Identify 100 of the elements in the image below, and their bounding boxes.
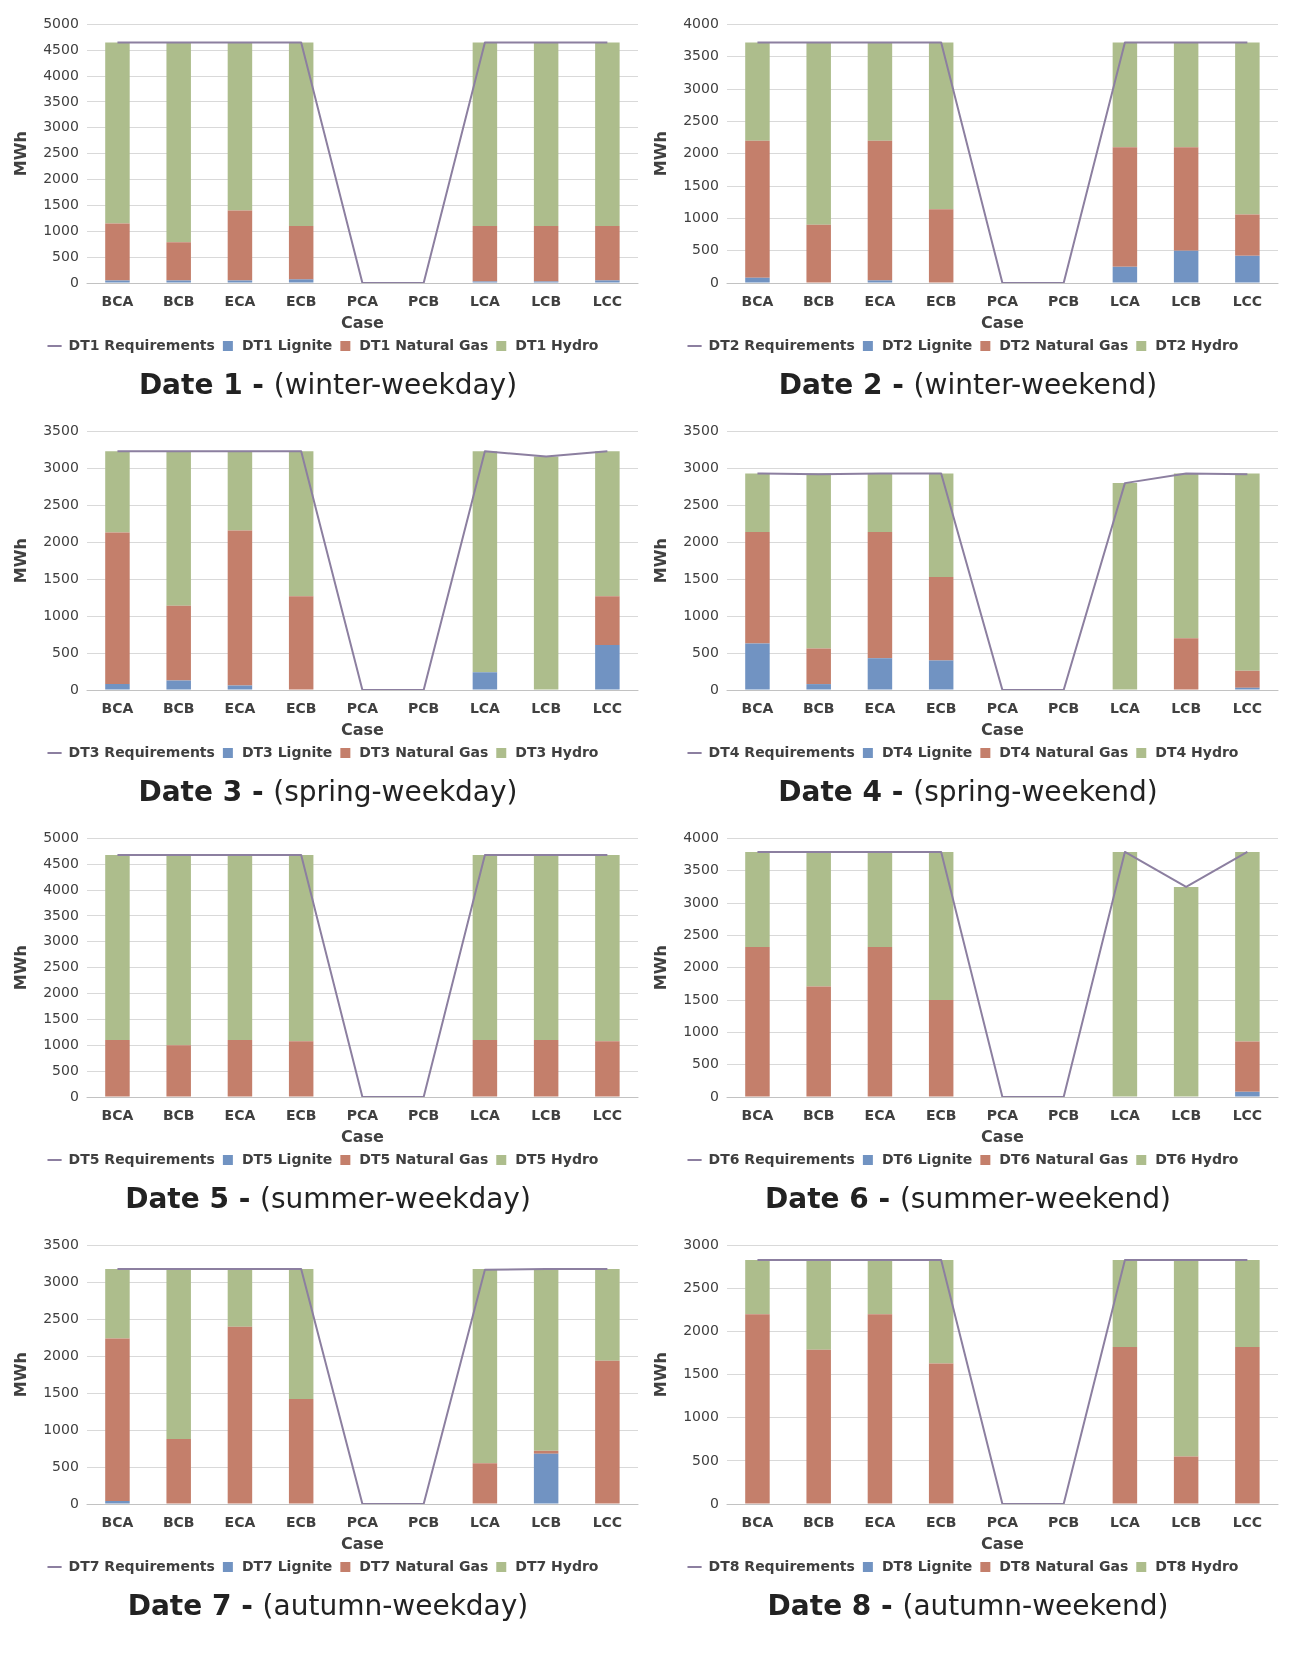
y-tick-label: 2000 [43, 532, 79, 549]
x-tick-label: PCA [346, 700, 379, 717]
y-axis-title: MWh [10, 1352, 30, 1398]
bar [1173, 886, 1199, 1097]
bar [1235, 42, 1260, 215]
y-tick-label: 500 [52, 1457, 79, 1474]
bar [745, 277, 770, 283]
text: Date 5 - (summer-weekday) [125, 1182, 531, 1215]
bar [745, 473, 770, 532]
y-tick-label: 1000 [43, 221, 79, 238]
bar [105, 280, 130, 283]
bar [1235, 670, 1260, 688]
bar [533, 42, 559, 227]
bar [867, 1260, 893, 1315]
bar [105, 1269, 130, 1339]
y-axis-title: MWh [650, 945, 670, 991]
y-tick-label: 1500 [683, 176, 719, 193]
x-tick-label: LCC [1232, 700, 1263, 717]
bar [867, 851, 893, 948]
legend-label: DT7 Hydro [515, 1557, 599, 1574]
bar [745, 1314, 770, 1504]
bar [227, 1326, 253, 1504]
y-tick-label: 1000 [43, 1035, 79, 1052]
text: Date 7 - (autumn-weekday) [127, 1589, 529, 1622]
y-tick-label: 2500 [43, 144, 79, 161]
x-tick-label: LCB [531, 700, 562, 717]
bar [288, 854, 314, 1042]
legend-label: DT5 Hydro [515, 1150, 599, 1167]
x-tick-label: LCA [1109, 1514, 1141, 1531]
bar [745, 851, 770, 948]
legend-label: DT6 Natural Gas [999, 1150, 1129, 1167]
bar [928, 42, 954, 210]
x-tick-label: PCB [408, 293, 440, 310]
bar [288, 1041, 314, 1097]
y-tick-label: 500 [692, 1055, 719, 1072]
x-tick-label: ECA [224, 1107, 256, 1124]
bar [166, 1269, 191, 1439]
bar [867, 947, 893, 1097]
bar [867, 42, 893, 141]
bar [1112, 483, 1138, 690]
bar [533, 854, 559, 1041]
y-tick-label: 1500 [43, 569, 79, 586]
text: Date 8 - (autumn-weekend) [767, 1589, 1169, 1622]
y-tick-label: 2500 [683, 112, 719, 129]
bar [867, 140, 893, 281]
bar [166, 1045, 191, 1097]
legend-label: DT6 Lignite [881, 1150, 973, 1167]
bar [745, 643, 770, 690]
y-tick-label: 4000 [43, 880, 79, 897]
bar [288, 596, 314, 690]
y-tick-label: 4000 [683, 829, 719, 846]
y-tick-label: 2000 [43, 1346, 79, 1363]
bar [745, 140, 770, 278]
bar [595, 451, 620, 597]
y-axis-title: MWh [650, 131, 670, 177]
legend-label: DT5 Lignite [241, 1150, 333, 1167]
bar [1173, 1456, 1199, 1504]
y-tick-label: 3500 [683, 861, 719, 878]
bar [227, 210, 253, 281]
bar [105, 451, 130, 533]
bar [1112, 1347, 1138, 1504]
bar [166, 42, 191, 243]
bar [745, 531, 770, 644]
bar [806, 473, 831, 649]
bar [1173, 42, 1199, 148]
bar [227, 280, 253, 283]
bar [595, 280, 620, 283]
bar [533, 1269, 559, 1451]
bar [928, 209, 954, 283]
x-tick-label: LCC [1232, 1514, 1263, 1531]
x-tick-label: LCB [1171, 1107, 1202, 1124]
x-tick-label: BCA [741, 700, 774, 717]
bar [1173, 250, 1199, 283]
y-tick-label: 1000 [683, 1408, 719, 1425]
text: Date 2 - (winter-weekend) [778, 368, 1158, 401]
y-tick-label: 3000 [683, 458, 719, 475]
x-tick-label: BCB [802, 293, 835, 310]
x-tick-label: LCA [1109, 700, 1141, 717]
bar [595, 854, 620, 1042]
y-tick-label: 3500 [43, 1236, 79, 1253]
y-tick-label: 0 [709, 1087, 719, 1104]
bar [867, 473, 893, 532]
x-tick-label: BCB [802, 1107, 835, 1124]
bar [288, 42, 314, 227]
bar [105, 854, 130, 1041]
bar [806, 851, 831, 987]
legend-label: DT6 Hydro [1155, 1150, 1239, 1167]
legend-label: DT3 Requirements [68, 743, 215, 760]
x-tick-label: LCC [1232, 293, 1263, 310]
y-tick-label: 1500 [43, 196, 79, 213]
legend-label: DT7 Natural Gas [359, 1557, 489, 1574]
legend-label: DT2 Natural Gas [999, 336, 1129, 353]
y-tick-label: 1000 [43, 1420, 79, 1437]
legend-label: DT4 Requirements [708, 743, 855, 760]
x-tick-label: BCB [162, 700, 195, 717]
y-axis-title: MWh [10, 945, 30, 991]
bar [227, 451, 253, 531]
x-tick-label: ECA [864, 293, 896, 310]
y-tick-label: 2000 [683, 1322, 719, 1339]
y-tick-label: 500 [52, 643, 79, 660]
